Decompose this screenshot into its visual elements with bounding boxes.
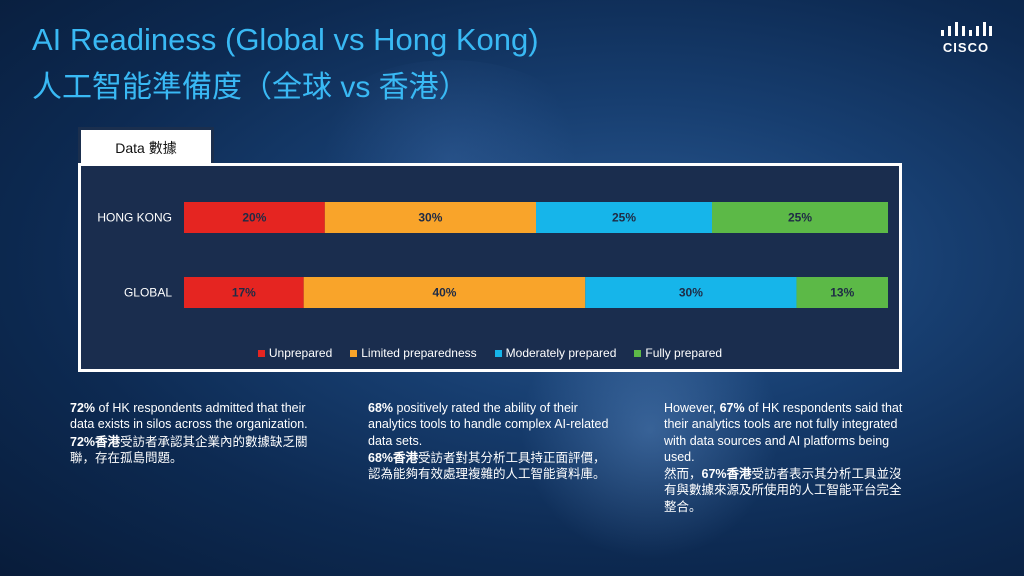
note-3-en: However, 67% of HK respondents said that… [664,400,909,465]
page-title-chinese: 人工智能準備度（全球 vs 香港） [32,71,469,104]
cisco-logo: CISCO [938,22,994,55]
chart-panel: HONG KONG 20% 30% 25% 25% GLOBAL 17% 40% 30% 13% … [78,163,902,372]
logo-text: CISCO [942,40,990,55]
data-label: 25% [612,211,636,225]
note-1-en: 72% of HK respondents admitted that thei… [70,400,315,433]
legend-item: Unprepared [257,346,333,360]
note-3-zh-text: 受訪者表示其分析工具並沒有與數據來源及所使用的人工智能平台完全整合。 [664,467,902,514]
note-2-en-text: positively rated the ability of their an… [368,401,609,448]
legend-label: Unprepared [268,346,333,360]
bar-segment [184,277,304,308]
legend-label: Limited preparedness [361,346,477,360]
category-label: GLOBAL [124,286,172,300]
note-2-zh-bold: 68%香港 [368,450,419,465]
bar-segment [184,202,325,233]
data-label: 25% [788,211,812,225]
legend-label: Fully prepared [645,346,723,360]
cisco-bars-icon [941,22,992,36]
note-3-en-text: of HK respondents said that their analyt… [664,401,903,464]
note-3-zh-bold: 67%香港 [701,467,752,481]
note-1-zh-text: 受訪者承認其企業內的數據缺乏關聯，存在孤島問題。 [70,434,308,465]
note-3: However, 67% of HK respondents said that… [664,400,909,515]
bar-segment [712,202,888,233]
note-2-zh-text: 受訪者對其分析工具持正面評價，認為能夠有效處理複雜的人工智能資料庫。 [368,450,606,481]
note-3-zh: 然而，67%香港受訪者表示其分析工具並沒有與數據來源及所使用的人工智能平台完全整… [664,466,909,515]
legend-swatch [350,349,358,357]
note-3-en-pre: However, [664,401,720,415]
note-2-en: 68% positively rated the ability of thei… [368,400,613,449]
note-2-en-bold: 68% [368,401,394,415]
legend-swatch [257,349,265,357]
chart-legend: Unprepared Limited preparedness Moderately… [81,346,899,360]
page-title: AI Readiness (Global vs Hong Kong) [32,22,539,57]
bar-segment [303,277,586,308]
bar-segment [324,202,536,233]
note-1-en-bold: 72% [70,401,96,415]
data-tab: Data 數據 [78,127,214,165]
category-label: HONG KONG [97,211,172,225]
data-label: 30% [679,286,703,300]
stacked-bar-chart: HONG KONG 20% 30% 25% 25% GLOBAL 17% 40% 30% 13% [97,202,888,308]
data-label: 30% [418,211,442,225]
data-label: 13% [830,286,854,300]
data-label: 40% [432,286,456,300]
note-1-en-text: of HK respondents admitted that their da… [70,401,308,432]
tab-label: Data 數據 [115,139,177,156]
note-1-zh: 72%香港受訪者承認其企業內的數據缺乏關聯，存在孤島問題。 [70,434,315,467]
note-3-en-bold: 67% [719,401,745,415]
note-2-zh: 68%香港受訪者對其分析工具持正面評價，認為能夠有效處理複雜的人工智能資料庫。 [368,450,613,483]
legend-item: Limited preparedness [350,346,477,360]
note-3-zh-pre: 然而， [664,467,702,481]
bar-segment [585,277,797,308]
legend-swatch [494,349,502,357]
legend-label: Moderately prepared [505,346,617,360]
bar-segment [536,202,712,233]
legend-item: Moderately prepared [494,346,617,360]
data-label: 17% [232,286,256,300]
note-1-zh-bold: 72%香港 [70,434,121,449]
note-1: 72% of HK respondents admitted that thei… [70,400,315,466]
legend-item: Fully prepared [634,346,722,360]
note-2: 68% positively rated the ability of thei… [368,400,613,482]
data-label: 20% [242,211,266,225]
bar-segment [796,277,888,308]
legend-swatch [634,349,642,357]
